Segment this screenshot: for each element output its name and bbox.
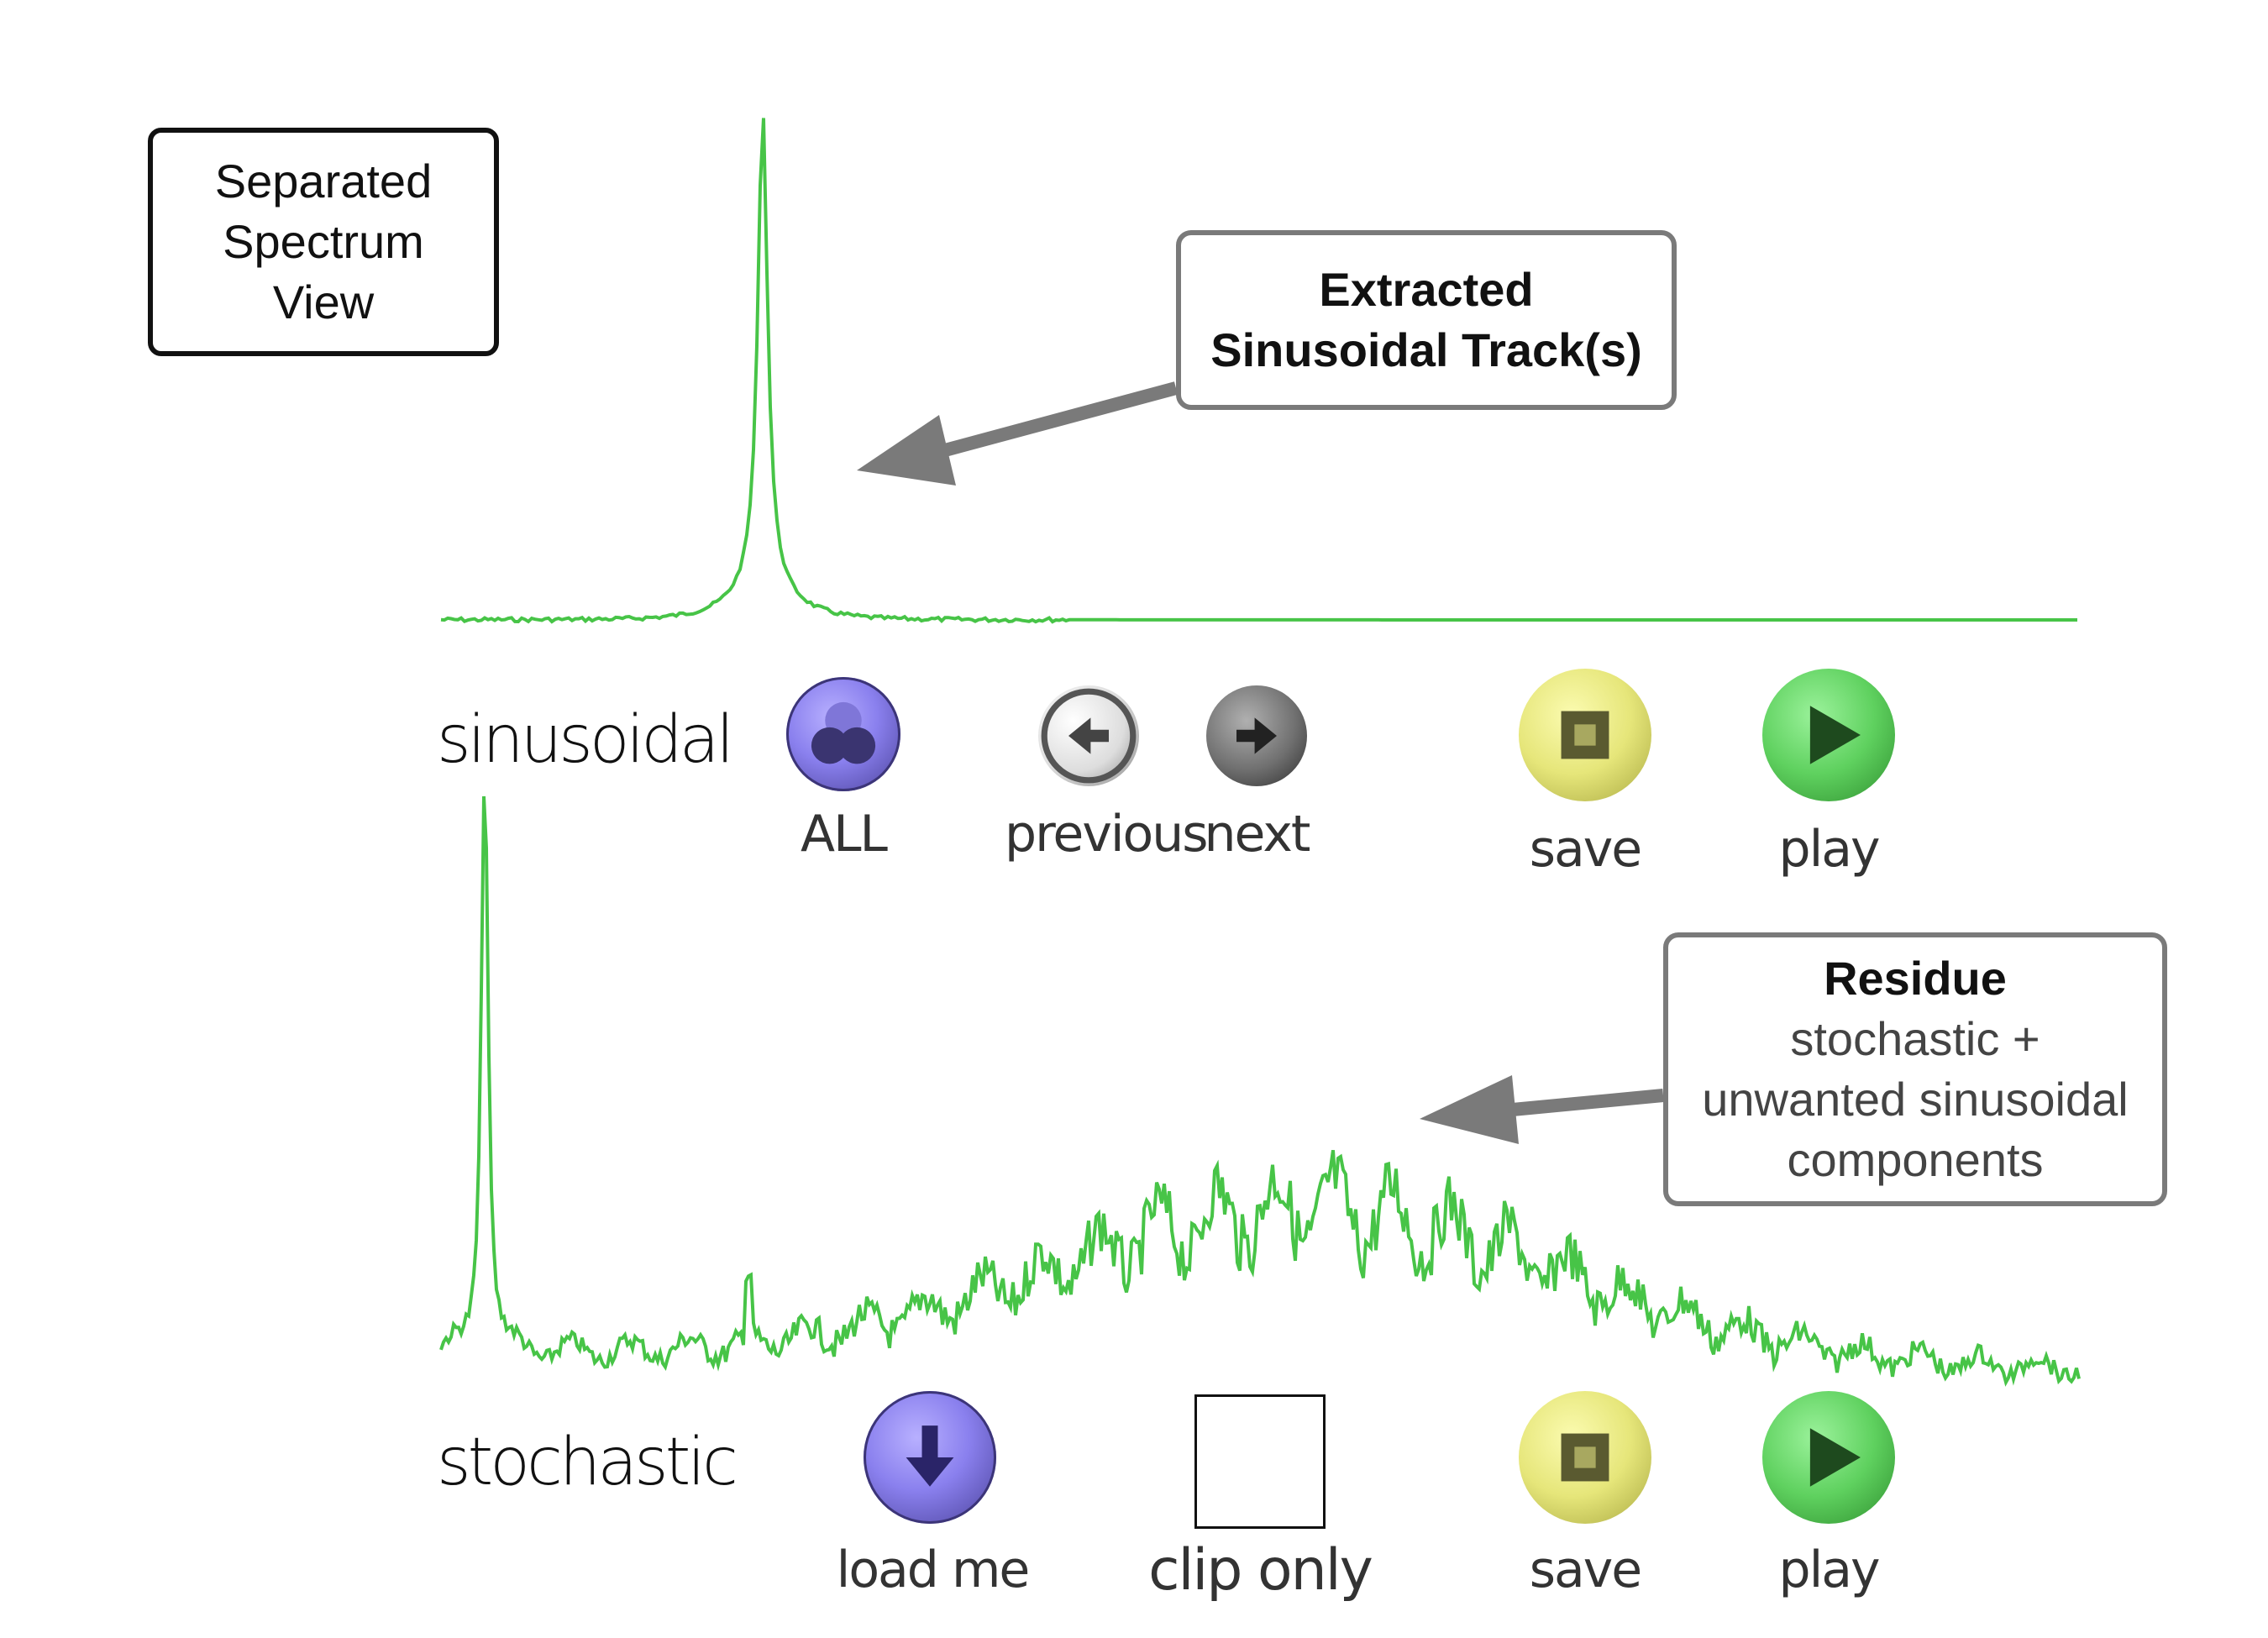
- all-button[interactable]: [786, 677, 900, 791]
- square-icon: [1561, 1433, 1609, 1482]
- previous-button[interactable]: [1038, 685, 1139, 786]
- arrow-left-icon: [1041, 688, 1137, 784]
- callout-line: Extracted: [1319, 263, 1534, 316]
- all-label: ALL: [801, 805, 888, 864]
- sinusoidal-spectrum-trace: [440, 118, 2077, 624]
- circles-icon: [811, 701, 876, 764]
- play-icon: [1809, 706, 1861, 764]
- callout-line: Sinusoidal Track(s): [1210, 323, 1642, 376]
- sinusoidal-callout-arrow: [857, 381, 1179, 486]
- stochastic-save-button[interactable]: [1519, 1391, 1651, 1524]
- stochastic-spectrum-trace: [439, 795, 2081, 1387]
- stochastic-label: stochastic: [437, 1425, 738, 1500]
- stochastic-play-button[interactable]: [1762, 1391, 1895, 1524]
- residue-callout: Residue stochastic + unwanted sinusoidal…: [1663, 932, 2167, 1206]
- extracted-sinusoidal-callout: Extracted Sinusoidal Track(s): [1176, 230, 1677, 410]
- title-line: Separated: [214, 155, 433, 207]
- square-icon: [1561, 711, 1609, 759]
- sinusoidal-save-button[interactable]: [1519, 669, 1651, 801]
- sinusoidal-play-label: play: [1778, 820, 1880, 879]
- play-icon: [1809, 1428, 1861, 1487]
- arrow-right-icon: [1236, 717, 1277, 754]
- clip-only-checkbox[interactable]: [1194, 1394, 1326, 1529]
- sinusoidal-label: sinusoidal: [437, 702, 734, 778]
- load-me-button[interactable]: [864, 1391, 996, 1524]
- residue-callout-arrow: [1420, 1075, 1664, 1144]
- next-button[interactable]: [1206, 685, 1307, 786]
- clip-only-label: clip only: [1148, 1537, 1373, 1604]
- sinusoidal-play-button[interactable]: [1762, 669, 1895, 801]
- previous-label: previous: [1005, 805, 1209, 864]
- separated-spectrum-view-box: Separated Spectrum View: [148, 128, 499, 356]
- stochastic-play-label: play: [1778, 1541, 1880, 1599]
- callout-line: components: [1787, 1133, 2044, 1186]
- callout-line: unwanted sinusoidal: [1702, 1073, 2129, 1126]
- sinusoidal-save-label: save: [1529, 820, 1642, 879]
- callout-line: stochastic +: [1790, 1012, 2040, 1065]
- title-line: Spectrum: [223, 215, 424, 268]
- stochastic-save-label: save: [1529, 1541, 1642, 1599]
- next-label: next: [1204, 805, 1311, 864]
- arrow-down-icon: [906, 1425, 954, 1487]
- residue-heading: Residue: [1824, 952, 2007, 1005]
- load-me-label: load me: [836, 1541, 1031, 1599]
- title-line: View: [272, 276, 375, 328]
